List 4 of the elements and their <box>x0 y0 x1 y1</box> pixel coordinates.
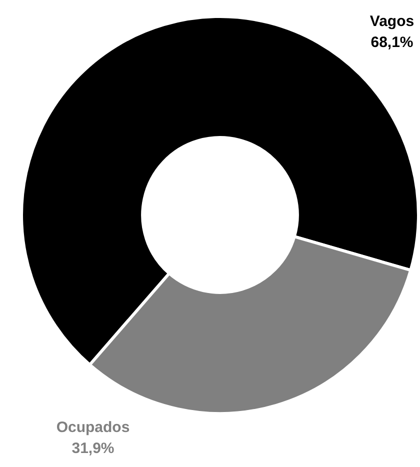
data-label: 68,1% <box>370 34 414 52</box>
data-label: 31,9% <box>72 440 114 458</box>
slice-label: Ocupados <box>56 419 130 436</box>
slice-label: Vagos <box>370 13 414 30</box>
